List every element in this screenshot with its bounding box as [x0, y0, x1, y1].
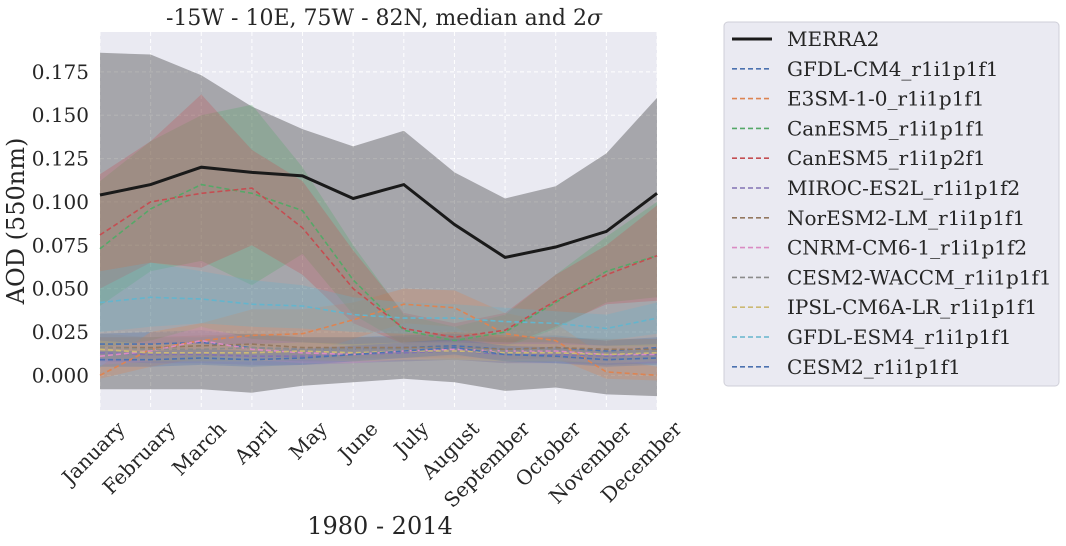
uncertainty-bands [100, 52, 657, 397]
legend-label: E3SM-1-0_r1i1p1f1 [787, 87, 985, 111]
legend-label: NorESM2-LM_r1i1p1f1 [787, 206, 1025, 230]
series-lines [99, 165, 658, 377]
legend-label: CNRM-CM6-1_r1i1p1f2 [787, 236, 1027, 260]
legend-label: GFDL-ESM4_r1i1p1f1 [787, 325, 1012, 349]
legend-label: IPSL-CM6A-LR_r1i1p1f1 [787, 295, 1037, 319]
line-e3sm-1-0-r1i1p1f1 [99, 303, 658, 377]
y-tick-label: 0.100 [32, 190, 89, 214]
line-merra2 [99, 165, 658, 259]
y-tick-label: 0.025 [32, 320, 89, 344]
line-miroc-es2l-r1i1p1f2 [99, 350, 658, 358]
line-cesm2-waccm-r1i1p1f1 [99, 346, 658, 354]
band-cesm2-waccm-r1i1p1f1 [100, 333, 657, 365]
line-cnrm-cm6-1-r1i1p1f2 [99, 339, 657, 357]
y-tick-label: 0.150 [32, 103, 89, 127]
y-tick-labels: 0.000 0.025 0.050 0.075 0.100 0.125 0.150 0.175 [32, 60, 89, 387]
legend: MERRA2 GFDL-CM4_r1i1p1f1 E3SM-1-0_r1i1p1f1… [732, 27, 1052, 379]
band-gfdl-esm4-r1i1p1f1 [100, 262, 657, 341]
legend-label: CanESM5_r1i1p1f1 [787, 116, 986, 140]
line-ipsl-cm6a-lr-r1i1p1f1 [99, 348, 658, 356]
band-canesm5-r1i1p2f1 [100, 94, 657, 352]
line-gfdl-esm4-r1i1p1f1 [99, 296, 658, 330]
y-tick-label: 0.075 [32, 233, 89, 257]
legend-box [723, 21, 1060, 387]
plot-background [100, 32, 657, 410]
y-axis-label: AOD (550nm) [2, 138, 30, 306]
band-e3sm-1-0-r1i1p1f1 [100, 288, 657, 381]
line-canesm5-r1i1p2f1 [99, 187, 658, 339]
legend-label: CanESM5_r1i1p2f1 [787, 146, 986, 170]
y-tick-label: 0.000 [32, 363, 89, 387]
y-tick-label: 0.175 [32, 60, 89, 84]
chart-title: -15W - 10E, 75W - 82N, median and 2σ [166, 6, 603, 31]
chart-title-symbol: σ [587, 6, 603, 31]
legend-label: CESM2-WACCM_r1i1p1f1 [787, 265, 1052, 289]
chart-title-text: -15W - 10E, 75W - 82N, median and 2 [166, 6, 587, 31]
band-merra2 [100, 52, 657, 397]
band-canesm5-r1i1p1f1 [100, 104, 657, 353]
x-tick-label: May [284, 416, 332, 464]
y-tick-label: 0.050 [32, 277, 89, 301]
x-tick-label: June [332, 417, 383, 468]
y-tick-label: 0.125 [32, 147, 89, 171]
line-cesm2-r1i1p1f1 [100, 346, 658, 361]
band-gfdl-cm4-r1i1p1f1 [100, 330, 657, 362]
line-noresm2-lm-r1i1p1f1 [100, 343, 657, 351]
legend-label: MERRA2 [787, 27, 879, 51]
x-tick-label: March [167, 416, 231, 480]
legend-label: MIROC-ES2L_r1i1p1f2 [787, 176, 1020, 200]
legend-label: GFDL-CM4_r1i1p1f1 [787, 57, 999, 81]
x-tick-label: April [229, 417, 282, 470]
x-axis-label: 1980 - 2014 [307, 512, 453, 540]
legend-label: CESM2_r1i1p1f1 [787, 355, 961, 379]
